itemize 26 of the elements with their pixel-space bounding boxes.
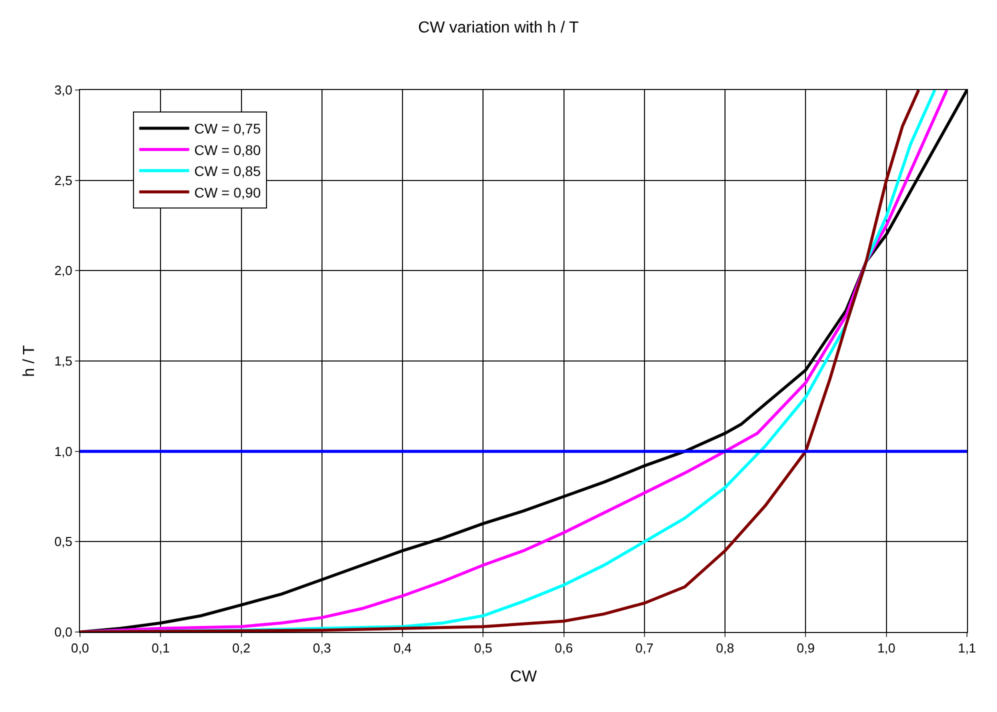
y-tick-label: 2,5 [54,172,72,188]
x-tick-label: 0,1 [152,640,170,656]
legend-label: CW = 0,75 [194,120,261,137]
y-tick-label: 2,0 [54,263,72,278]
x-tick-label: 0,9 [796,640,815,656]
x-tick-label: 0,0 [70,640,90,656]
chart-title: CW variation with h / T [418,20,580,37]
y-axis-title: h / T [21,344,38,377]
x-tick-label: 0,8 [716,640,734,656]
x-tick-label: 0,5 [474,640,492,656]
x-tick-label: 1,1 [958,640,976,656]
y-tick-label: 1,0 [54,444,72,459]
x-tick-label: 0,6 [554,640,573,656]
x-tick-label: 0,3 [312,640,331,656]
x-tick-label: 0,7 [635,640,654,656]
x-tick-label: 0,2 [232,640,250,656]
y-tick-label: 3,0 [54,82,72,98]
x-tick-label: 0,4 [394,640,412,656]
legend-label: CW = 0,85 [194,163,261,180]
y-tick-label: 1,5 [54,354,72,369]
legend-label: CW = 0,80 [194,142,261,158]
legend-label: CW = 0,90 [194,184,261,200]
y-tick-label: 0,0 [54,624,72,640]
y-tick-label: 0,5 [54,534,72,550]
x-axis-title: CW [510,668,538,686]
x-tick-label: 1,0 [877,640,896,656]
